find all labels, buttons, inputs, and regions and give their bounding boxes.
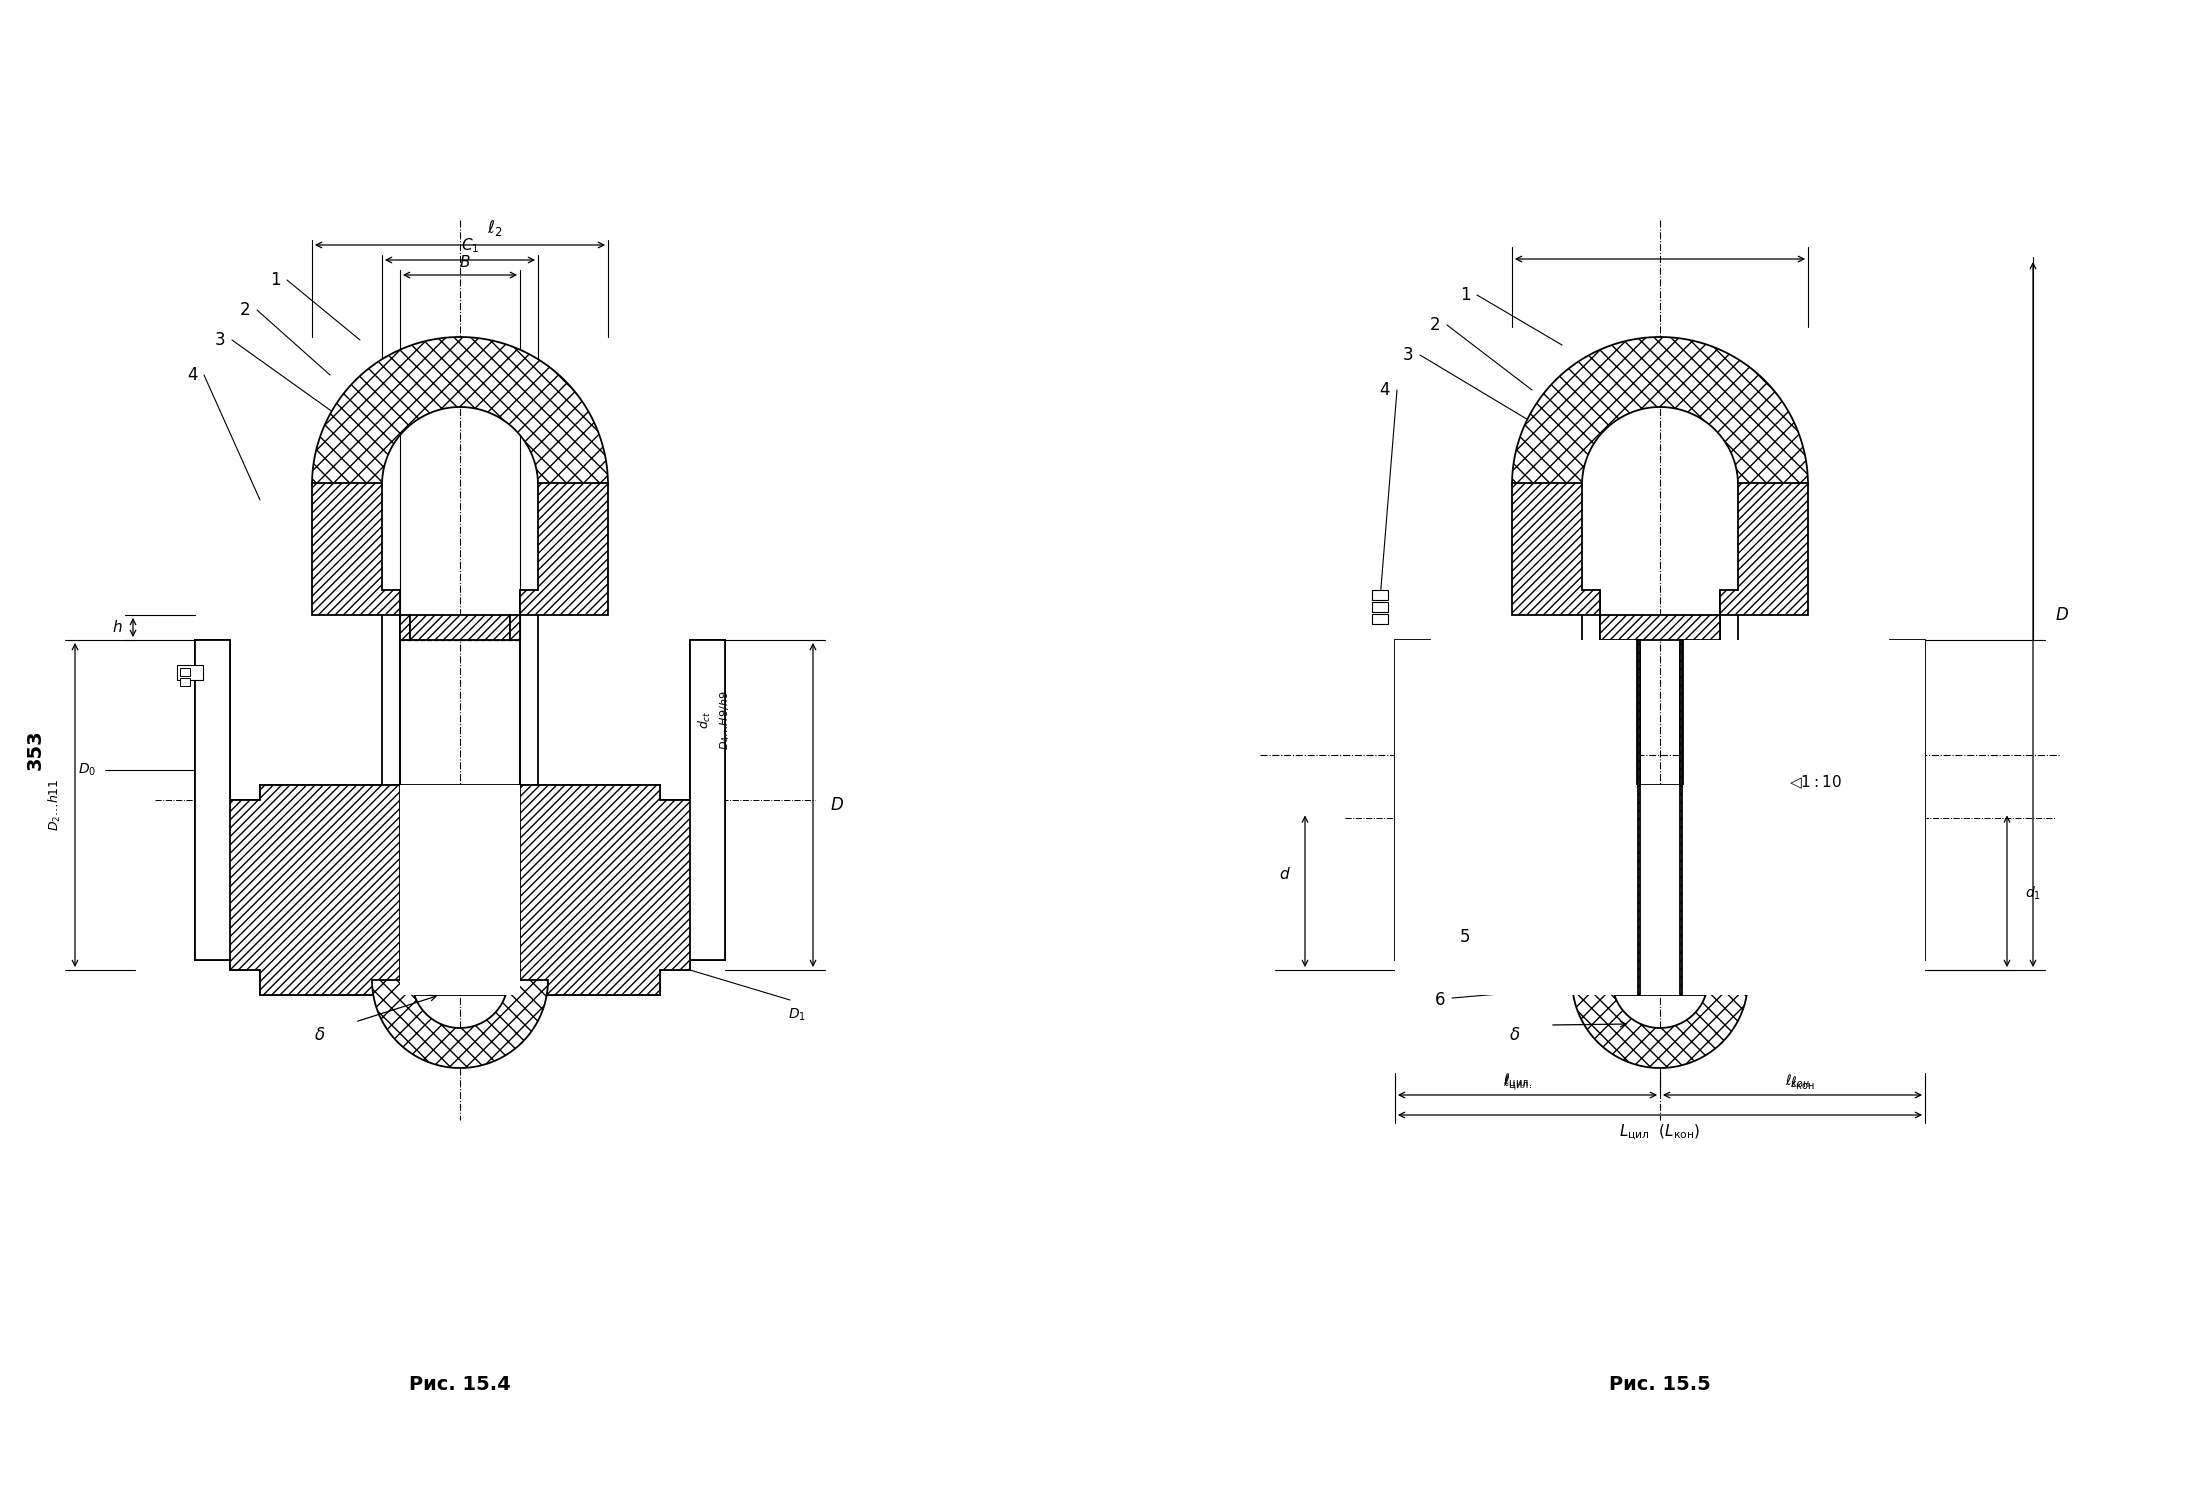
- Polygon shape: [400, 784, 519, 994]
- Text: 4: 4: [187, 366, 198, 384]
- Text: 2: 2: [240, 302, 251, 320]
- Text: 2: 2: [1430, 316, 1441, 334]
- Polygon shape: [372, 980, 548, 1068]
- Text: $D_1$: $D_1$: [788, 1007, 805, 1023]
- Polygon shape: [312, 338, 607, 484]
- Text: Рис. 15.4: Рис. 15.4: [409, 1376, 510, 1395]
- Polygon shape: [1373, 614, 1388, 624]
- Text: 1: 1: [271, 272, 279, 290]
- Text: $h$: $h$: [112, 620, 123, 636]
- Text: $d_1$: $d_1$: [2024, 885, 2042, 903]
- Text: 3: 3: [1404, 346, 1412, 364]
- Text: 3: 3: [216, 332, 224, 350]
- Polygon shape: [1511, 483, 1599, 615]
- Text: 1: 1: [1459, 286, 1470, 304]
- Polygon shape: [519, 640, 726, 994]
- Text: $D_2{\ldots}h11$: $D_2{\ldots}h11$: [46, 778, 64, 831]
- Polygon shape: [1599, 615, 1720, 640]
- Text: $\delta$: $\delta$: [315, 1026, 326, 1044]
- Polygon shape: [409, 615, 510, 640]
- Polygon shape: [196, 640, 231, 960]
- Polygon shape: [1573, 980, 1749, 1068]
- Text: $B$: $B$: [460, 254, 471, 270]
- Text: $\ell_2$: $\ell_2$: [488, 217, 502, 238]
- Polygon shape: [691, 640, 726, 960]
- Polygon shape: [519, 483, 607, 615]
- Text: $d$: $d$: [1278, 865, 1291, 882]
- Polygon shape: [1395, 640, 1430, 960]
- Polygon shape: [1890, 640, 1925, 960]
- Text: $C_1$: $C_1$: [460, 237, 480, 255]
- Text: 4: 4: [1379, 381, 1390, 399]
- Polygon shape: [196, 640, 400, 994]
- Text: 5: 5: [1461, 928, 1470, 946]
- Polygon shape: [1599, 784, 1720, 994]
- Polygon shape: [1373, 602, 1388, 612]
- Text: $\ell_{\text{цил.}}$: $\ell_{\text{цил.}}$: [1503, 1071, 1531, 1090]
- Polygon shape: [180, 678, 189, 686]
- Text: $D_4{\ldots}H9/h9$: $D_4{\ldots}H9/h9$: [717, 690, 733, 750]
- Text: $D_0$: $D_0$: [77, 762, 97, 778]
- Polygon shape: [1373, 590, 1388, 600]
- Polygon shape: [180, 668, 189, 676]
- Text: $\ell_{\text{кон}}$: $\ell_{\text{кон}}$: [1791, 1074, 1815, 1092]
- Text: $\ell_{\text{цил.}}$: $\ell_{\text{цил.}}$: [1503, 1074, 1531, 1092]
- Polygon shape: [510, 615, 519, 640]
- Text: $D$: $D$: [829, 796, 845, 814]
- Text: $\delta$: $\delta$: [1509, 1026, 1520, 1044]
- Text: Рис. 15.5: Рис. 15.5: [1608, 1376, 1712, 1395]
- Text: $\triangleleft 1:10$: $\triangleleft 1:10$: [1789, 774, 1841, 792]
- Polygon shape: [1511, 338, 1808, 484]
- Text: $D$: $D$: [2055, 606, 2068, 624]
- Text: $d_{ct}$: $d_{ct}$: [697, 711, 713, 729]
- Polygon shape: [1395, 640, 1637, 994]
- Polygon shape: [1683, 640, 1925, 994]
- Text: $\ell_{\text{кон}}$: $\ell_{\text{кон}}$: [1784, 1072, 1811, 1089]
- Polygon shape: [176, 664, 202, 680]
- Polygon shape: [400, 615, 409, 640]
- Polygon shape: [196, 640, 400, 994]
- Text: 353: 353: [26, 729, 44, 771]
- Text: $L_{\text{цил}}\ \ (L_{\text{кон}})$: $L_{\text{цил}}\ \ (L_{\text{кон}})$: [1619, 1124, 1701, 1143]
- Polygon shape: [1720, 483, 1808, 615]
- Polygon shape: [312, 483, 400, 615]
- Text: 6: 6: [1434, 992, 1445, 1010]
- Polygon shape: [519, 640, 726, 994]
